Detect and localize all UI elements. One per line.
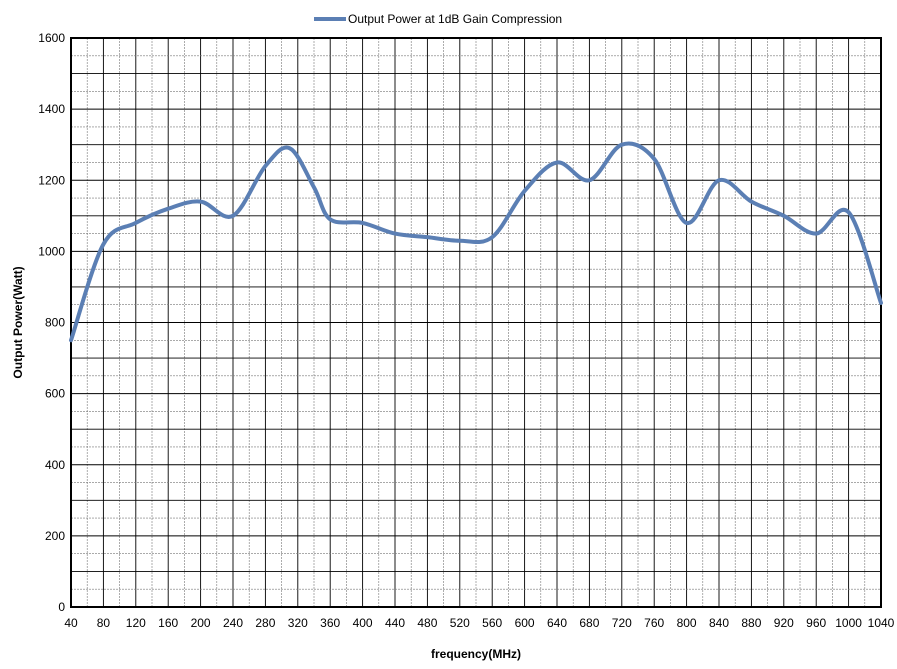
y-tick-label: 800 — [45, 316, 65, 330]
x-tick-label: 960 — [806, 616, 826, 630]
x-tick-label: 1040 — [868, 616, 895, 630]
y-tick-label: 1200 — [38, 173, 65, 187]
y-tick-label: 200 — [45, 529, 65, 543]
legend: Output Power at 1dB Gain Compression — [314, 12, 562, 26]
x-tick-label: 320 — [288, 616, 308, 630]
x-tick-label: 40 — [64, 616, 78, 630]
x-tick-label: 520 — [450, 616, 470, 630]
x-tick-label: 80 — [97, 616, 111, 630]
x-tick-label: 280 — [255, 616, 275, 630]
x-tick-label: 480 — [417, 616, 437, 630]
x-tick-label: 880 — [741, 616, 761, 630]
x-tick-label: 440 — [385, 616, 405, 630]
y-tick-label: 600 — [45, 387, 65, 401]
y-axis-title: Output Power(Watt) — [11, 266, 25, 378]
y-tick-label: 1400 — [38, 102, 65, 116]
x-tick-label: 560 — [482, 616, 502, 630]
x-tick-label: 240 — [223, 616, 243, 630]
x-tick-label: 640 — [547, 616, 567, 630]
x-tick-label: 920 — [774, 616, 794, 630]
x-axis-title: frequency(MHz) — [431, 647, 521, 661]
y-tick-label: 1600 — [38, 31, 65, 45]
x-tick-label: 760 — [644, 616, 664, 630]
x-tick-label: 120 — [126, 616, 146, 630]
x-tick-label: 720 — [612, 616, 632, 630]
x-tick-label: 360 — [320, 616, 340, 630]
grid — [71, 38, 881, 607]
y-tick-label: 400 — [45, 458, 65, 472]
y-tick-label: 1000 — [38, 244, 65, 258]
x-tick-label: 800 — [677, 616, 697, 630]
legend-label: Output Power at 1dB Gain Compression — [348, 12, 562, 26]
x-tick-label: 600 — [515, 616, 535, 630]
x-tick-label: 840 — [709, 616, 729, 630]
x-tick-label: 200 — [191, 616, 211, 630]
x-tick-label: 400 — [353, 616, 373, 630]
y-tick-label: 0 — [58, 600, 65, 614]
x-axis-ticks: 40 80 120 160 200 240 280 320 360 400 440 480 520 560… — [64, 616, 894, 630]
y-axis-ticks: 0 200 400 600 800 1000 1200 1400 1600 — [38, 31, 65, 614]
x-tick-label: 1000 — [835, 616, 862, 630]
x-tick-label: 160 — [158, 616, 178, 630]
x-tick-label: 680 — [579, 616, 599, 630]
